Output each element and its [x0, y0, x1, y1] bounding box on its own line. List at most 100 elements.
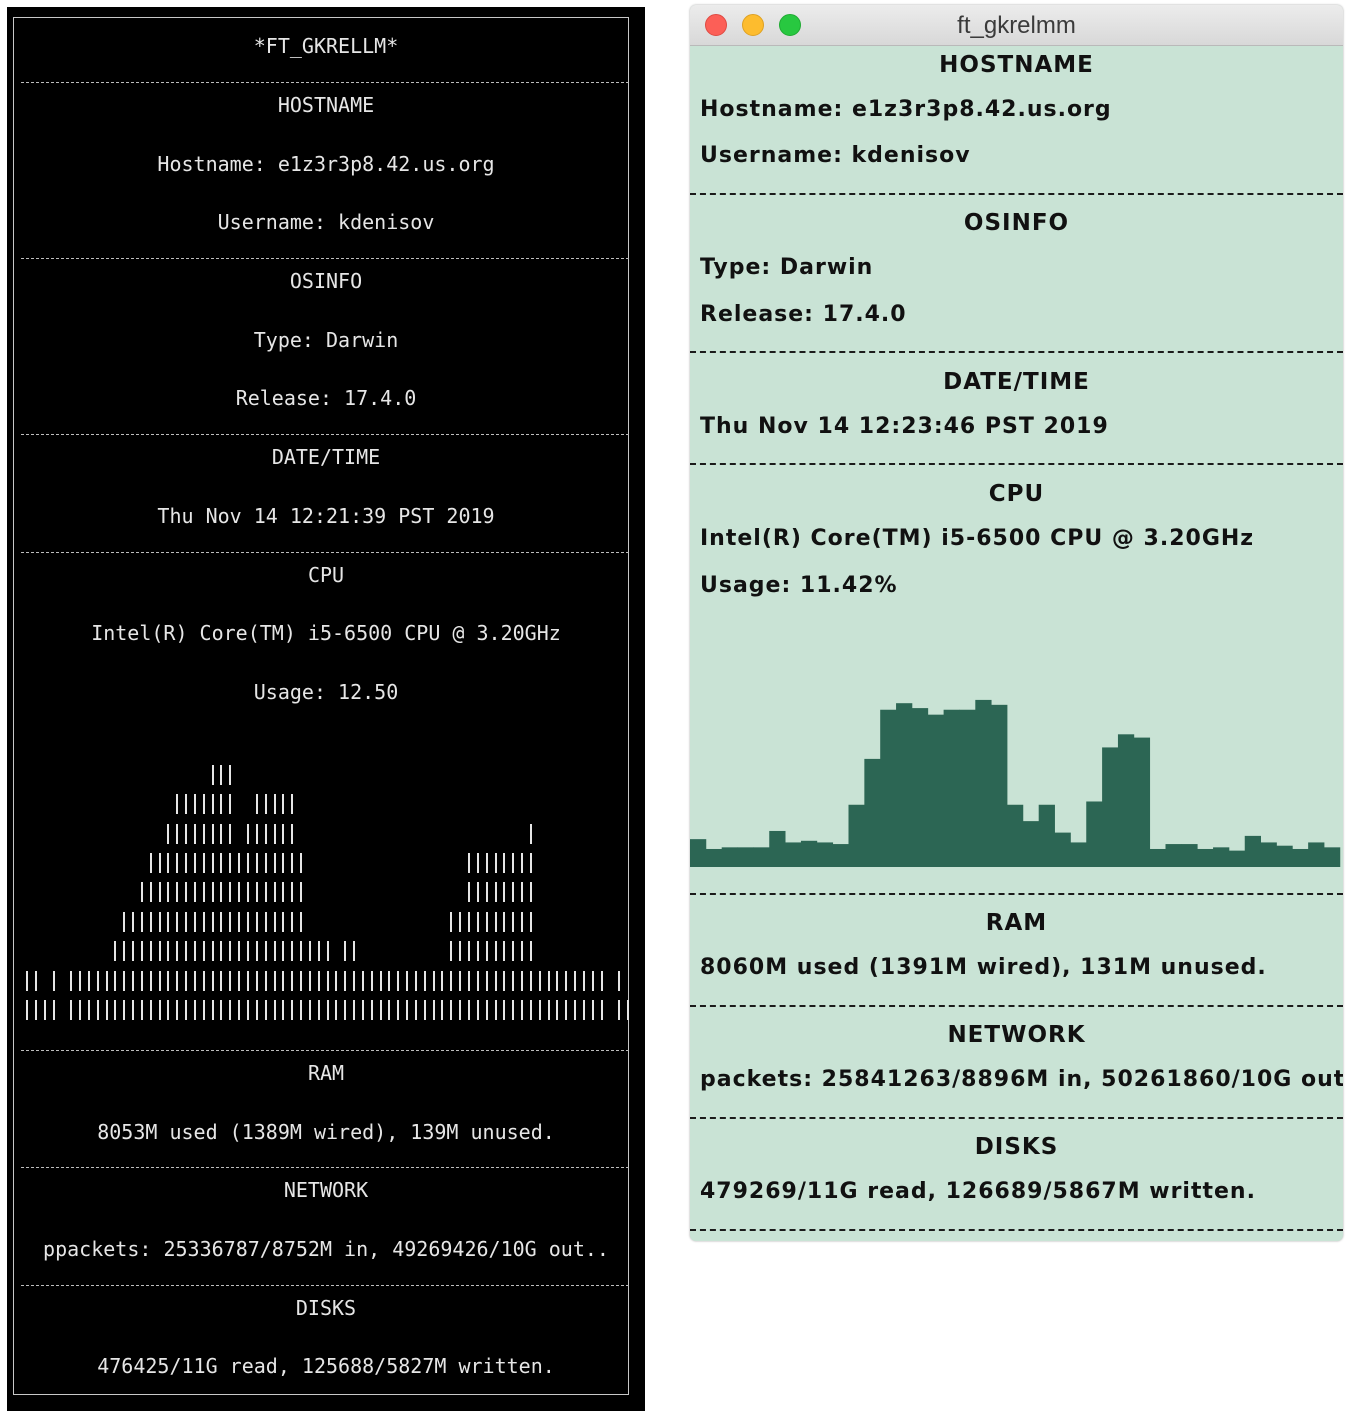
ascii-graph-bar [211, 794, 214, 815]
cpu-history-bar [864, 758, 881, 867]
ascii-graph-bar [282, 794, 285, 815]
ascii-graph-bar [529, 1000, 532, 1020]
ascii-graph-bar [344, 1000, 347, 1020]
ascii-graph-bar [176, 794, 179, 815]
ascii-graph-bar [529, 853, 532, 873]
ascii-graph-row [23, 970, 629, 991]
ascii-graph-bar [255, 970, 258, 991]
ascii-graph-bar [574, 970, 577, 991]
ascii-graph-bar [494, 1000, 497, 1020]
ascii-graph-bar [132, 941, 135, 962]
ascii-graph-bar [503, 882, 506, 903]
terminal-network-header: NETWORK [283, 1178, 369, 1202]
ascii-graph-bar [220, 823, 223, 844]
section-separator [690, 463, 1343, 465]
close-button[interactable] [705, 14, 727, 36]
ascii-graph-bar [556, 970, 559, 991]
ascii-graph-bar [582, 970, 585, 991]
ascii-graph-bar [105, 1000, 108, 1020]
ascii-graph-bar [247, 970, 249, 991]
ascii-graph-bar [229, 1000, 232, 1020]
cpu-history-bar [1133, 737, 1151, 867]
ascii-graph-bar [414, 970, 417, 991]
ascii-graph-bar [87, 970, 90, 991]
ascii-graph-bar [291, 882, 294, 903]
cpu-history-bar [1276, 845, 1293, 867]
terminal-cpu-model: Intel(R) Core(TM) i5-6500 CPU @ 3.20GHz [91, 621, 561, 645]
ascii-graph-bar [591, 970, 594, 991]
cpu-history-bar [1149, 848, 1166, 867]
ascii-graph-bar [158, 1000, 161, 1020]
ascii-graph-row [23, 941, 629, 962]
cpu-history-bar [721, 847, 738, 867]
ascii-graph-bar [229, 794, 232, 815]
ascii-graph-bar [220, 882, 223, 903]
ascii-graph-bar [52, 1000, 55, 1020]
ascii-graph-bar [229, 882, 232, 903]
ascii-graph-bar [238, 882, 241, 903]
ascii-graph-bar [202, 794, 205, 815]
ascii-graph-bar [468, 853, 470, 873]
ascii-graph-bar [521, 853, 524, 873]
minimize-button[interactable] [742, 14, 764, 36]
ascii-graph-bar [34, 1000, 37, 1020]
ascii-graph-bar [565, 970, 568, 991]
ascii-graph-bar [282, 970, 285, 991]
cpu-history-bar [832, 844, 849, 867]
ascii-graph-bar [132, 970, 135, 991]
ascii-graph-bar [512, 1000, 515, 1020]
ascii-graph-bar [185, 882, 188, 903]
ascii-graph-bar [468, 970, 470, 991]
window-titlebar[interactable]: ft_gkrelmm [690, 5, 1343, 46]
ascii-graph-bar [450, 941, 453, 962]
ascii-graph-bar [494, 882, 497, 903]
cpu-history-bar [959, 709, 976, 867]
ascii-graph-bar [441, 970, 444, 991]
cpu-history-bar [690, 839, 707, 867]
app-window: ft_gkrelmm HOSTNAME Hostname: e1z3r3p8.4… [690, 5, 1343, 1241]
ascii-graph-bar [344, 941, 347, 962]
ascii-graph-bar [273, 1000, 276, 1020]
zoom-button[interactable] [779, 14, 801, 36]
ascii-graph-bar [485, 941, 488, 962]
ascii-graph-bar [247, 853, 249, 873]
ascii-graph-bar [397, 970, 400, 991]
ascii-graph-bar [176, 941, 179, 962]
terminal-separator [21, 1167, 629, 1168]
ascii-graph-bar [282, 823, 285, 844]
ascii-graph-bar [185, 823, 188, 844]
ascii-graph-bar [353, 941, 356, 962]
ascii-graph-bar [300, 853, 303, 873]
ascii-graph-bar [291, 794, 294, 815]
ascii-graph-bar [468, 882, 470, 903]
ascii-graph-bar [149, 1000, 152, 1020]
cpu-history-bar [1022, 821, 1040, 867]
cpu-history-bar [880, 709, 897, 867]
ascii-graph-row [23, 882, 629, 903]
ascii-graph-bar [140, 970, 143, 991]
ascii-graph-bar [273, 823, 276, 844]
ascii-graph-bar [264, 882, 267, 903]
ascii-graph-bar [123, 911, 126, 932]
ascii-graph-bar [282, 882, 285, 903]
ascii-graph-bar [96, 970, 99, 991]
ascii-graph-bar [149, 941, 152, 962]
ascii-graph-row [23, 1000, 630, 1020]
terminal-os-release: Release: 17.4.0 [235, 386, 417, 410]
ascii-graph-bar [185, 1000, 188, 1020]
ascii-graph-bar [556, 1000, 559, 1020]
ascii-graph-bar [432, 970, 435, 991]
ascii-graph-bar [220, 764, 223, 785]
cpu-history-bar [800, 840, 818, 867]
ascii-graph-bar [476, 853, 479, 873]
username-value: Username: kdenisov [700, 143, 971, 168]
ascii-graph-bar [459, 911, 462, 932]
ascii-graph-bar [114, 1000, 117, 1020]
terminal-hostname: Hostname: e1z3r3p8.42.us.org [157, 152, 495, 176]
cpu-history-bar [785, 842, 802, 867]
ascii-graph-bar [255, 911, 258, 932]
ascii-graph-bar [238, 853, 241, 873]
ascii-graph-row [23, 911, 629, 932]
cpu-history-bar [1213, 847, 1230, 867]
ascii-graph-bar [202, 823, 205, 844]
